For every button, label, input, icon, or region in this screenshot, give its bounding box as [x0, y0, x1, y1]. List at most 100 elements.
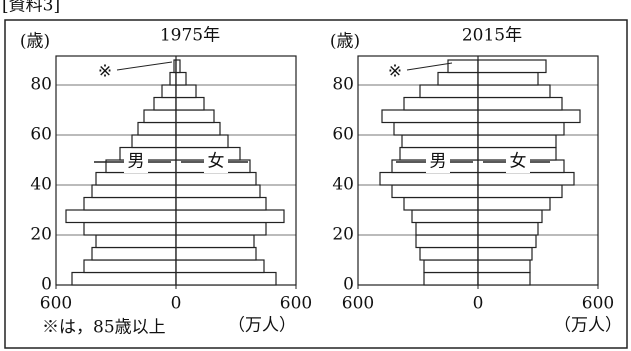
bar — [477, 59, 547, 74]
bar — [477, 196, 551, 211]
bar — [403, 96, 479, 111]
bar — [175, 184, 261, 199]
y-tick-label: 60 — [332, 125, 354, 145]
legend-label: 女 — [208, 152, 225, 172]
bar — [95, 171, 177, 186]
bar — [153, 96, 177, 111]
bar — [175, 109, 215, 124]
bar — [131, 134, 177, 149]
bar — [419, 246, 479, 261]
outer-frame — [4, 19, 628, 349]
annotation: ※ — [98, 62, 112, 82]
bar — [175, 246, 257, 261]
legend-label: 男 — [128, 152, 145, 172]
annotation-leader — [116, 61, 173, 71]
bar — [477, 171, 575, 186]
y-tick-label: 40 — [30, 175, 52, 195]
bar — [419, 84, 479, 99]
y-tick-label: 0 — [41, 275, 52, 295]
bar — [91, 184, 177, 199]
bar — [477, 84, 551, 99]
x-tick-label: 0 — [171, 294, 182, 314]
bar — [65, 209, 177, 224]
y-axis-label: (歳) — [20, 32, 50, 52]
bar — [477, 109, 581, 124]
bar — [161, 84, 177, 99]
chart-title: 1975年 — [160, 26, 220, 46]
x-axis-unit: （万人） — [228, 316, 296, 336]
bar — [175, 271, 277, 286]
bar — [175, 259, 265, 274]
bar — [477, 121, 565, 136]
bar — [379, 171, 479, 186]
bar — [175, 209, 285, 224]
bar — [477, 184, 563, 199]
legend-bg — [506, 151, 530, 173]
bar — [175, 71, 187, 86]
bar — [477, 234, 537, 249]
bar — [423, 271, 479, 286]
y-tick-label: 80 — [30, 75, 52, 95]
y-tick-label: 80 — [332, 75, 354, 95]
bar — [175, 221, 267, 236]
bar — [169, 71, 177, 86]
bar — [393, 121, 479, 136]
bar — [391, 184, 479, 199]
x-tick-label: 0 — [473, 294, 484, 314]
bar — [411, 209, 479, 224]
bar — [477, 71, 539, 86]
y-tick-label: 60 — [30, 125, 52, 145]
bar — [437, 71, 479, 86]
bar — [71, 271, 177, 286]
y-tick-label: 40 — [332, 175, 354, 195]
bar — [83, 221, 177, 236]
bar — [401, 134, 479, 149]
annotation: ※ — [388, 62, 402, 82]
bar — [423, 259, 479, 274]
bar — [175, 121, 221, 136]
bar — [91, 246, 177, 261]
x-tick-label: 600 — [40, 294, 72, 314]
legend-bg — [204, 151, 228, 173]
bar — [175, 171, 257, 186]
annotation-leader — [406, 62, 453, 71]
bar — [477, 96, 563, 111]
bar — [403, 196, 479, 211]
footnote: ※は，85歳以上 — [42, 318, 166, 338]
y-axis-label: (歳) — [330, 32, 360, 52]
bar — [175, 196, 267, 211]
bar — [175, 96, 205, 111]
x-tick-label: 600 — [342, 294, 374, 314]
bar — [175, 134, 229, 149]
legend-bg — [124, 151, 148, 173]
bar — [381, 109, 479, 124]
bar — [477, 134, 557, 149]
bar — [477, 209, 543, 224]
chart-title: 2015年 — [462, 26, 522, 46]
bar — [175, 84, 197, 99]
x-tick-label: 600 — [280, 294, 312, 314]
bar — [415, 234, 479, 249]
figure-label: [資料3] — [2, 0, 60, 16]
bar — [447, 59, 479, 74]
bar — [477, 259, 531, 274]
bar — [137, 121, 177, 136]
bar — [143, 109, 177, 124]
x-axis-unit: （万人） — [554, 316, 622, 336]
bar — [83, 259, 177, 274]
bar — [477, 246, 533, 261]
bar — [95, 234, 177, 249]
legend-bg — [426, 151, 450, 173]
y-tick-label: 0 — [343, 275, 354, 295]
bar — [415, 221, 479, 236]
bar — [175, 59, 181, 74]
y-tick-label: 20 — [332, 225, 354, 245]
bar — [83, 196, 177, 211]
legend-label: 男 — [430, 152, 447, 172]
bar — [477, 221, 539, 236]
legend-label: 女 — [510, 152, 527, 172]
bar — [175, 234, 255, 249]
y-tick-label: 20 — [30, 225, 52, 245]
